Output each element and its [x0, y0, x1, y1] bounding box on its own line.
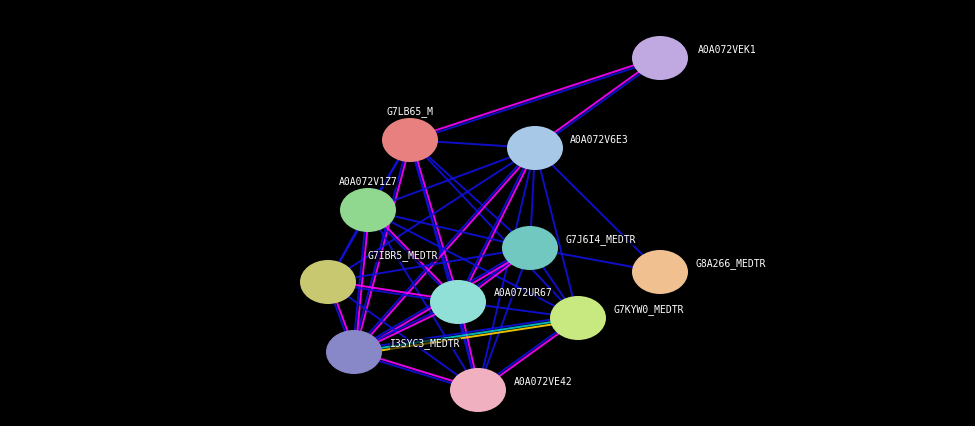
Ellipse shape	[340, 188, 396, 232]
Text: G7J6I4_MEDTR: G7J6I4_MEDTR	[566, 235, 637, 245]
Ellipse shape	[507, 126, 563, 170]
Text: G7LB65_M: G7LB65_M	[386, 106, 434, 118]
Text: A0A072VEK1: A0A072VEK1	[698, 45, 757, 55]
Ellipse shape	[326, 330, 382, 374]
Ellipse shape	[632, 36, 688, 80]
Text: A0A072V6E3: A0A072V6E3	[570, 135, 629, 145]
Ellipse shape	[502, 226, 558, 270]
Ellipse shape	[632, 250, 688, 294]
Text: A0A072V1Z7: A0A072V1Z7	[338, 177, 398, 187]
Ellipse shape	[430, 280, 486, 324]
Text: I3SYC3_MEDTR: I3SYC3_MEDTR	[390, 339, 460, 349]
Ellipse shape	[382, 118, 438, 162]
Ellipse shape	[550, 296, 606, 340]
Ellipse shape	[450, 368, 506, 412]
Ellipse shape	[300, 260, 356, 304]
Text: G7IBR5_MEDTR: G7IBR5_MEDTR	[368, 250, 439, 262]
Text: A0A072UR67: A0A072UR67	[494, 288, 553, 298]
Text: G7KYW0_MEDTR: G7KYW0_MEDTR	[614, 305, 684, 316]
Text: G8A266_MEDTR: G8A266_MEDTR	[696, 259, 766, 270]
Text: A0A072VE42: A0A072VE42	[514, 377, 572, 387]
